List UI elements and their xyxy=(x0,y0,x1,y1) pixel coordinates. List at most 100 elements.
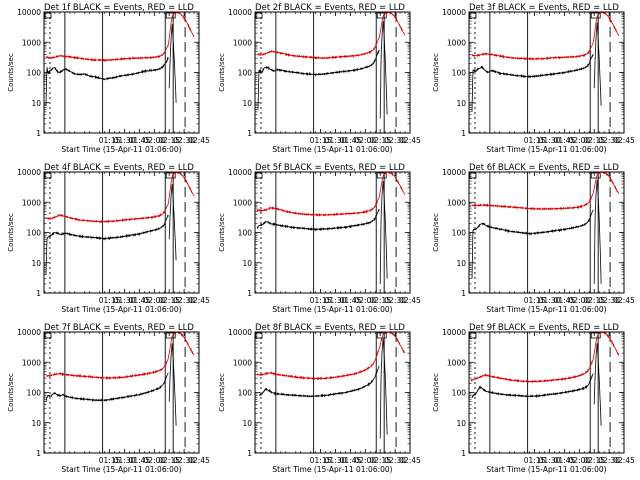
y-axis-label: Counts/sec xyxy=(218,53,226,92)
series-line-lld xyxy=(378,12,406,38)
plot-frame xyxy=(254,171,411,294)
plot-area xyxy=(469,172,620,293)
x-tick-label: 02:15 xyxy=(583,296,605,305)
y-tick-label: 10 xyxy=(456,419,466,428)
series-line-lld xyxy=(592,12,620,43)
x-tick-label: 01:15 xyxy=(99,296,121,305)
panel-title: Det 9f BLACK = Events, RED = LLD xyxy=(469,323,619,333)
x-tick-label: 01:15 xyxy=(99,456,121,465)
y-tick-label: 1 xyxy=(36,289,41,298)
interval-box xyxy=(590,12,601,19)
x-axis-label: Start Time (15-Apr-11 01:06:00) xyxy=(272,145,392,154)
plot-area xyxy=(44,332,195,453)
y-tick-label: 1 xyxy=(461,449,466,458)
x-tick-label: 02:00 xyxy=(568,136,590,145)
plot-frame xyxy=(254,11,411,134)
series-line-lld xyxy=(256,197,380,217)
x-tick-label: 02:45 xyxy=(188,296,210,305)
series-line-lld xyxy=(45,204,169,224)
x-tick-label: 02:15 xyxy=(158,296,180,305)
x-axis-label: Start Time (15-Apr-11 01:06:00) xyxy=(272,465,392,474)
plot-area xyxy=(255,172,406,293)
x-tick-label: 01:45 xyxy=(340,456,362,465)
y-tick-label: 10000 xyxy=(442,8,466,17)
series-line-events xyxy=(258,365,380,398)
x-tick-label: 02:45 xyxy=(188,456,210,465)
interval-box xyxy=(590,332,601,339)
x-tick-label: 02:45 xyxy=(399,296,421,305)
x-tick-label: 02:45 xyxy=(399,456,421,465)
series-line-lld xyxy=(256,348,380,381)
series-line-events xyxy=(45,372,169,402)
x-tick-label: 02:15 xyxy=(369,456,391,465)
x-tick-label: 02:00 xyxy=(354,296,376,305)
y-axis-label: Counts/sec xyxy=(7,213,15,252)
y-axis-label: Counts/sec xyxy=(218,213,226,252)
y-tick-label: 1000 xyxy=(22,38,41,47)
series-line-events xyxy=(471,209,594,279)
interval-box xyxy=(255,12,263,19)
x-tick-label: 02:30 xyxy=(598,136,620,145)
x-axis-label: Start Time (15-Apr-11 01:06:00) xyxy=(272,305,392,314)
x-tick-label: 02:15 xyxy=(369,296,391,305)
interval-box xyxy=(44,172,52,179)
panel-title: Det 2f BLACK = Events, RED = LLD xyxy=(255,3,405,13)
y-axis-label: Counts/sec xyxy=(7,53,15,92)
x-tick-label: 01:45 xyxy=(129,456,151,465)
interval-box xyxy=(376,12,387,19)
y-tick-label: 10000 xyxy=(228,168,252,177)
series-line-lld xyxy=(167,332,195,359)
x-tick-label: 01:30 xyxy=(325,456,347,465)
x-tick-label: 01:45 xyxy=(340,296,362,305)
x-tick-label: 02:30 xyxy=(173,296,195,305)
x-tick-label: 02:00 xyxy=(354,456,376,465)
interval-box xyxy=(165,12,176,19)
plot-area xyxy=(469,332,620,453)
plot-frame xyxy=(43,331,200,454)
x-tick-label: 01:30 xyxy=(325,296,347,305)
x-tick-label: 02:00 xyxy=(143,136,165,145)
x-axis-label: Start Time (15-Apr-11 01:06:00) xyxy=(486,465,606,474)
x-tick-label: 01:30 xyxy=(539,296,561,305)
panel-3: Det 3f BLACK = Events, RED = LLD Counts/s… xyxy=(432,3,635,154)
y-axis-label: Counts/sec xyxy=(432,213,440,252)
interval-box xyxy=(469,332,477,339)
y-tick-label: 10 xyxy=(31,259,41,268)
series-line-lld xyxy=(470,359,594,384)
x-tick-label: 01:45 xyxy=(129,296,151,305)
y-tick-label: 100 xyxy=(238,229,253,238)
y-tick-label: 10000 xyxy=(17,168,41,177)
series-line-lld xyxy=(592,332,620,360)
panel-5: Det 5f BLACK = Events, RED = LLD Counts/s… xyxy=(218,163,421,314)
x-tick-label: 02:30 xyxy=(598,296,620,305)
y-tick-label: 1000 xyxy=(22,358,41,367)
series-line-events xyxy=(593,343,602,426)
series-line-events xyxy=(168,23,177,103)
interval-box xyxy=(44,12,52,19)
x-tick-label: 01:45 xyxy=(340,136,362,145)
panel-title: Det 7f BLACK = Events, RED = LLD xyxy=(44,323,194,333)
x-tick-label: 01:30 xyxy=(539,136,561,145)
y-tick-label: 10 xyxy=(242,259,252,268)
interval-box xyxy=(165,172,176,179)
y-tick-label: 1000 xyxy=(233,358,252,367)
y-tick-label: 10000 xyxy=(228,328,252,337)
panel-2: Det 2f BLACK = Events, RED = LLD Counts/s… xyxy=(218,3,421,154)
interval-box xyxy=(255,172,263,179)
plot-area xyxy=(469,12,620,133)
y-tick-label: 1 xyxy=(461,129,466,138)
x-tick-label: 02:45 xyxy=(613,136,635,145)
y-tick-label: 10 xyxy=(456,259,466,268)
x-tick-label: 02:30 xyxy=(384,136,406,145)
series-line-lld xyxy=(45,358,169,380)
x-tick-label: 01:45 xyxy=(554,456,576,465)
x-tick-label: 01:15 xyxy=(524,456,546,465)
series-line-events xyxy=(45,56,169,106)
y-tick-label: 100 xyxy=(238,69,253,78)
plot-frame xyxy=(468,11,625,134)
series-line-events xyxy=(471,54,594,112)
y-tick-label: 10 xyxy=(31,99,41,108)
panel-7: Det 7f BLACK = Events, RED = LLD Counts/s… xyxy=(7,323,210,474)
x-tick-label: 02:45 xyxy=(188,136,210,145)
y-axis-label: Counts/sec xyxy=(432,53,440,92)
